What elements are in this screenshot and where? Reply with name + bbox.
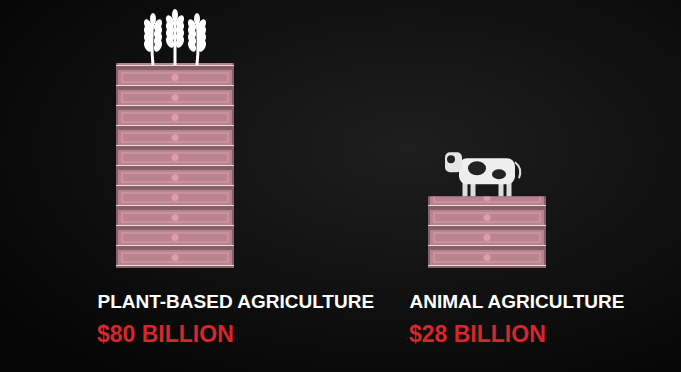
wheat-grain — [150, 13, 156, 25]
axis-line — [176, 288, 488, 289]
category-label: ANIMAL AGRICULTURE — [410, 291, 625, 312]
money-stack — [428, 196, 546, 268]
wheat-grain — [174, 35, 185, 49]
value-label: $80 BILLION — [97, 321, 234, 347]
tick: ANIMAL AGRICULTURE — [410, 288, 625, 312]
cow-icon — [445, 152, 520, 196]
wheat-icon — [142, 13, 163, 65]
cow-tail — [515, 162, 520, 178]
tick: PLANT-BASED AGRICULTURE — [98, 288, 375, 312]
cow-head — [445, 152, 462, 172]
data-labels: $80 BILLION $28 BILLION — [97, 321, 546, 347]
wheat-grain — [152, 39, 163, 53]
wheat-grain — [186, 39, 197, 53]
x-axis: PLANT-BASED AGRICULTURE ANIMAL AGRICULTUR… — [98, 288, 625, 312]
wheat-grain — [194, 13, 200, 25]
cow-spot — [447, 155, 455, 163]
wheat-stem — [152, 19, 153, 65]
cow-spot — [492, 169, 506, 179]
money-stack — [116, 63, 234, 268]
cow-spot — [468, 161, 486, 175]
chart: PLANT-BASED AGRICULTURE ANIMAL AGRICULTUR… — [0, 0, 681, 372]
cow-body — [459, 158, 515, 184]
wheat-grain — [164, 35, 175, 49]
icons — [142, 9, 520, 196]
wheat-icon — [164, 9, 185, 65]
wheat-grain — [196, 39, 207, 53]
value-label: $28 BILLION — [409, 321, 546, 347]
plot-area — [116, 63, 546, 268]
category-label: PLANT-BASED AGRICULTURE — [98, 291, 375, 312]
wheat-stem — [197, 19, 198, 65]
background — [0, 0, 681, 372]
wheat-grain — [172, 9, 178, 21]
wheat-grain — [142, 39, 153, 53]
wheat-icon — [186, 13, 207, 65]
